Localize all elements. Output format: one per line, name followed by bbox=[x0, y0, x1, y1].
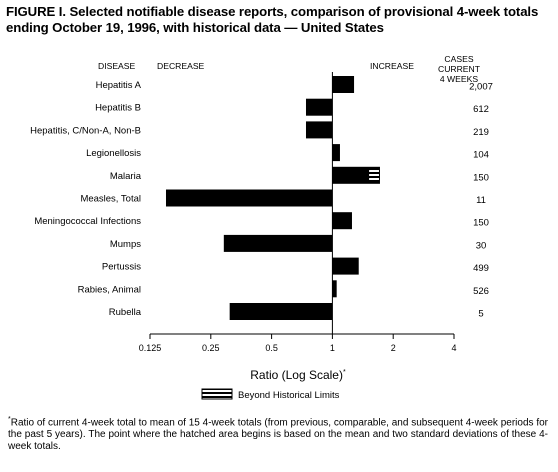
cases-value-hepatitis-c-non-a-non-b: 219 bbox=[473, 127, 489, 138]
cases-value-mumps: 30 bbox=[476, 240, 487, 251]
bar-malaria bbox=[332, 166, 380, 184]
bar-pertussis bbox=[332, 257, 359, 275]
beyond-limit-hatch-malaria bbox=[369, 169, 379, 181]
bar-hepatitis-b bbox=[305, 98, 333, 116]
figure-title: FIGURE I. Selected notifiable disease re… bbox=[6, 4, 554, 36]
cases-value-meningococcal-infections: 150 bbox=[473, 218, 489, 229]
footnote-text: Ratio of current 4-week total to mean of… bbox=[8, 417, 548, 453]
category-label-pertussis: Pertussis bbox=[102, 262, 141, 273]
category-label-rubella: Rubella bbox=[109, 307, 142, 318]
category-label-meningococcal-infections: Meningococcal Infections bbox=[34, 216, 141, 227]
x-tick-label-0-125: 0.125 bbox=[139, 343, 162, 353]
cases-header-line-1: CASES CURRENT bbox=[437, 54, 480, 74]
x-tick-label-1: 1 bbox=[330, 343, 335, 353]
cases-header-line-2: 4 WEEKS bbox=[439, 74, 479, 84]
category-label-malaria: Malaria bbox=[110, 171, 142, 182]
bar-hepatitis-c-non-a-non-b bbox=[305, 121, 333, 139]
footnote-marker: * bbox=[8, 416, 11, 423]
x-axis-label: Ratio (Log Scale)* bbox=[250, 368, 346, 382]
cases-value-legionellosis: 104 bbox=[473, 150, 489, 161]
bar-rubella bbox=[229, 303, 333, 320]
bars-layer bbox=[165, 76, 380, 320]
cases-value-malaria: 150 bbox=[473, 172, 489, 183]
category-label-legionellosis: Legionellosis bbox=[86, 148, 141, 159]
cases-value-hepatitis-a: 2,007 bbox=[469, 82, 493, 93]
bar-rabies-animal bbox=[332, 280, 337, 298]
legend-hatch-swatch bbox=[201, 388, 233, 400]
legend: Beyond Historical Limits bbox=[201, 388, 340, 401]
cases-values-layer: 2,007 612 219 104 150 11 150 30 499 526 5 bbox=[469, 82, 493, 320]
x-axis: 0.125 0.25 0.5 1 2 4 bbox=[139, 72, 457, 353]
category-label-hepatitis-a: Hepatitis A bbox=[96, 80, 142, 91]
legend-label: Beyond Historical Limits bbox=[238, 390, 340, 401]
bar-hepatitis-a bbox=[332, 76, 355, 93]
x-tick-label-0-5: 0.5 bbox=[265, 343, 278, 353]
cases-value-rabies-animal: 526 bbox=[473, 286, 489, 297]
decrease-header: DECREASE bbox=[157, 61, 205, 71]
category-label-mumps: Mumps bbox=[110, 239, 141, 250]
cases-column-header: CASES CURRENT 4 WEEKS bbox=[424, 54, 494, 84]
cases-value-pertussis: 499 bbox=[473, 263, 489, 274]
bar-legionellosis bbox=[332, 144, 340, 162]
cases-value-hepatitis-b: 612 bbox=[473, 104, 489, 115]
x-tick-label-0-25: 0.25 bbox=[202, 343, 220, 353]
cases-value-measles-total: 11 bbox=[476, 195, 486, 206]
disease-column-header: DISEASE bbox=[98, 61, 136, 71]
category-label-hepatitis-c-non-a-non-b: Hepatitis, C/Non-A, Non-B bbox=[30, 125, 141, 136]
category-label-hepatitis-b: Hepatitis B bbox=[95, 103, 141, 114]
x-tick-label-2: 2 bbox=[391, 343, 396, 353]
x-axis-label-marker: * bbox=[343, 369, 346, 376]
bar-measles-total bbox=[165, 189, 333, 207]
footnote: *Ratio of current 4-week total to mean o… bbox=[8, 414, 548, 453]
figure-title-line-1: FIGURE I. Selected notifiable disease re… bbox=[6, 4, 539, 19]
x-tick-label-4: 4 bbox=[451, 343, 456, 353]
cases-value-rubella: 5 bbox=[478, 309, 483, 320]
category-label-measles-total: Measles, Total bbox=[80, 194, 141, 205]
category-labels-layer: Hepatitis A Hepatitis B Hepatitis, C/Non-A… bbox=[30, 80, 142, 318]
bar-meningococcal-infections bbox=[332, 212, 352, 230]
bar-mumps bbox=[223, 234, 333, 252]
figure-title-line-2: ending October 19, 1996, with historical… bbox=[6, 20, 384, 35]
ratio-bar-chart: Hepatitis A Hepatitis B Hepatitis, C/Non-A… bbox=[30, 72, 493, 401]
category-label-rabies-animal: Rabies, Animal bbox=[78, 284, 141, 295]
increase-header: INCREASE bbox=[370, 61, 414, 71]
